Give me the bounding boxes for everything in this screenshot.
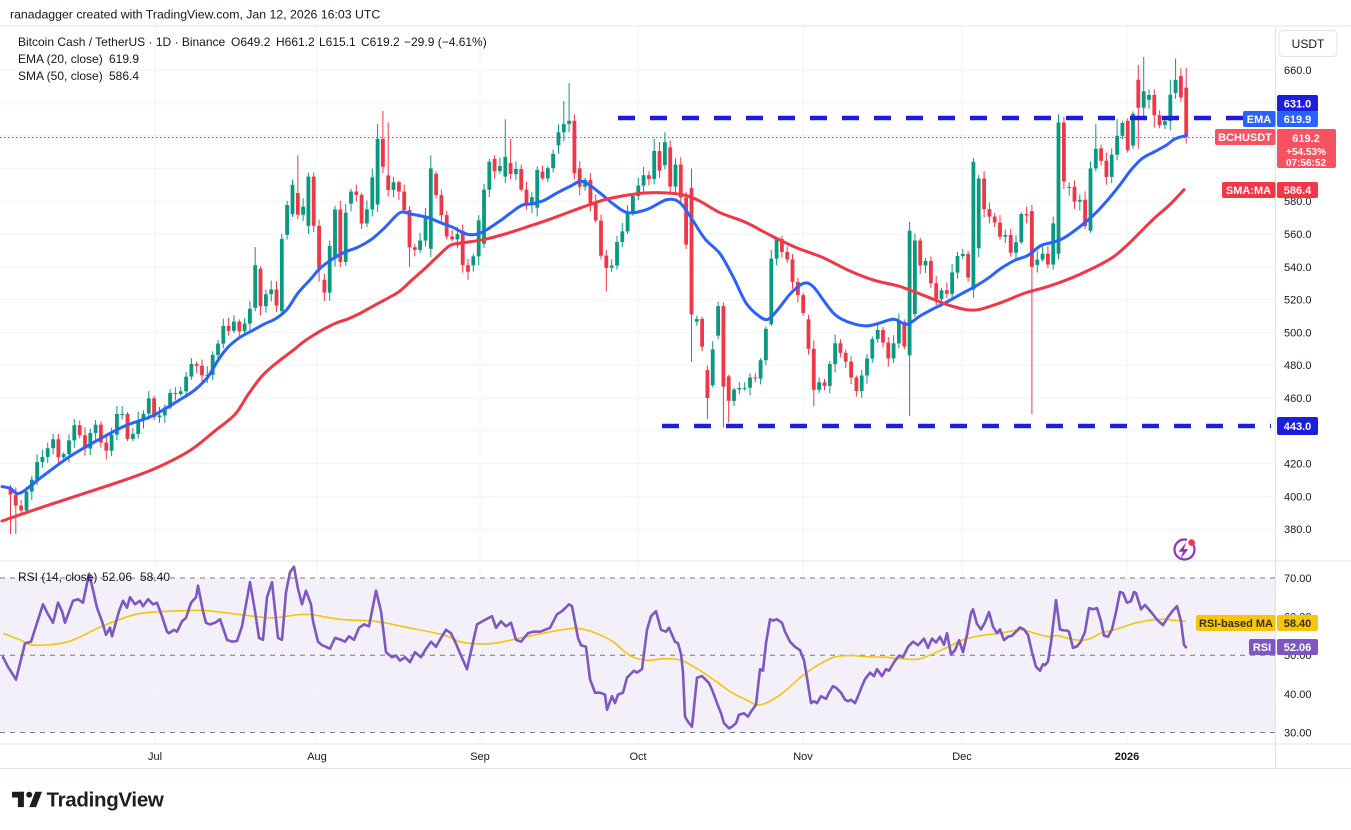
- svg-text:380.0: 380.0: [1284, 524, 1312, 536]
- svg-text:Jul: Jul: [148, 751, 162, 763]
- svg-text:H661.2: H661.2: [276, 35, 315, 49]
- svg-text:Sep: Sep: [470, 751, 490, 763]
- svg-text:52.06: 52.06: [1284, 642, 1312, 654]
- svg-text:500.0: 500.0: [1284, 327, 1312, 339]
- svg-text:70.00: 70.00: [1284, 573, 1312, 585]
- svg-text:58.40: 58.40: [140, 570, 170, 584]
- svg-text:580.0: 580.0: [1284, 196, 1312, 208]
- svg-text:RSI: RSI: [1253, 642, 1271, 654]
- svg-text:RSI (14, close): RSI (14, close): [18, 570, 97, 584]
- svg-text:660.0: 660.0: [1284, 65, 1312, 77]
- svg-text:420.0: 420.0: [1284, 459, 1312, 471]
- svg-text:30.00: 30.00: [1284, 728, 1312, 740]
- svg-text:Aug: Aug: [307, 751, 327, 763]
- svg-text:ranadagger created with Tradin: ranadagger created with TradingView.com,…: [10, 8, 380, 22]
- svg-text:SMA:MA: SMA:MA: [1226, 185, 1271, 197]
- svg-text:C619.2: C619.2: [361, 35, 400, 49]
- svg-text:540.0: 540.0: [1284, 262, 1312, 274]
- svg-text:619.9: 619.9: [1284, 114, 1312, 126]
- svg-text:52.06: 52.06: [102, 570, 132, 584]
- svg-text:460.0: 460.0: [1284, 393, 1312, 405]
- svg-text:400.0: 400.0: [1284, 491, 1312, 503]
- svg-text:586.4: 586.4: [109, 69, 139, 83]
- svg-text:443.0: 443.0: [1284, 421, 1312, 433]
- svg-text:RSI-based MA: RSI-based MA: [1199, 618, 1273, 630]
- svg-text:O649.2: O649.2: [231, 35, 271, 49]
- svg-text:Nov: Nov: [793, 751, 813, 763]
- svg-text:+54.53%: +54.53%: [1286, 147, 1326, 158]
- svg-text:631.0: 631.0: [1284, 99, 1312, 111]
- svg-text:619.9: 619.9: [109, 52, 139, 66]
- svg-text:TradingView: TradingView: [47, 789, 164, 812]
- svg-text:Oct: Oct: [629, 751, 646, 763]
- svg-text:BCHUSDT: BCHUSDT: [1218, 132, 1272, 144]
- svg-text:USDT: USDT: [1292, 37, 1325, 51]
- svg-text:EMA (20, close): EMA (20, close): [18, 52, 103, 66]
- svg-text:40.00: 40.00: [1284, 689, 1312, 701]
- svg-text:−29.9 (−4.61%): −29.9 (−4.61%): [404, 35, 487, 49]
- svg-text:SMA (50, close): SMA (50, close): [18, 69, 103, 83]
- svg-text:07:56:52: 07:56:52: [1286, 158, 1326, 169]
- svg-text:L615.1: L615.1: [319, 35, 356, 49]
- svg-text:EMA: EMA: [1247, 114, 1272, 126]
- svg-text:Dec: Dec: [952, 751, 972, 763]
- svg-text:586.4: 586.4: [1284, 185, 1312, 197]
- svg-text:2026: 2026: [1115, 751, 1139, 763]
- svg-text:520.0: 520.0: [1284, 295, 1312, 307]
- svg-text:480.0: 480.0: [1284, 360, 1312, 372]
- svg-text:Bitcoin Cash / TetherUS · 1D ·: Bitcoin Cash / TetherUS · 1D · Binance: [18, 35, 226, 49]
- svg-text:560.0: 560.0: [1284, 229, 1312, 241]
- svg-text:619.2: 619.2: [1292, 133, 1320, 145]
- svg-text:58.40: 58.40: [1284, 618, 1312, 630]
